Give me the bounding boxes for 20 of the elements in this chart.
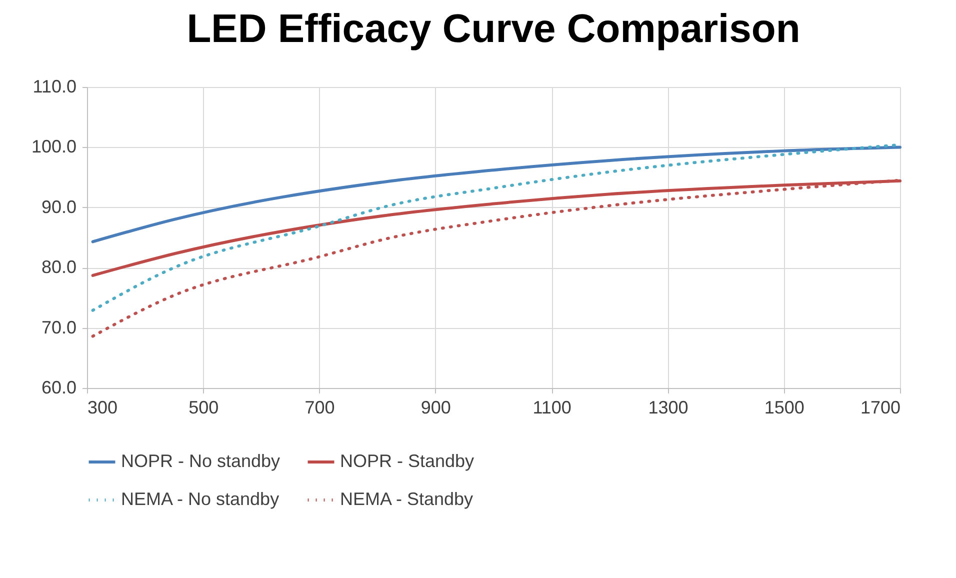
x-tick-label: 1300 bbox=[648, 398, 688, 418]
legend-label: NOPR - No standby bbox=[121, 451, 280, 471]
legend-label: NEMA - No standby bbox=[121, 489, 280, 509]
y-tick-label: 70.0 bbox=[41, 317, 76, 338]
x-tick-label: 1100 bbox=[532, 398, 572, 418]
x-tick-label: 1500 bbox=[764, 398, 804, 418]
y-tick-label: 90.0 bbox=[41, 196, 76, 217]
y-tick-label: 60.0 bbox=[41, 378, 76, 398]
y-tick-label: 80.0 bbox=[41, 257, 76, 278]
x-tick-label: 1700 bbox=[860, 398, 900, 418]
x-tick-label: 900 bbox=[420, 398, 451, 418]
y-tick-label: 110.0 bbox=[32, 76, 76, 96]
x-tick-label: 500 bbox=[188, 398, 219, 418]
x-tick-label: 700 bbox=[304, 398, 335, 418]
legend-label: NOPR - Standby bbox=[340, 451, 474, 471]
line-series bbox=[91, 146, 902, 244]
x-tick-label: 300 bbox=[88, 398, 118, 418]
chart-title: LED Efficacy Curve Comparison bbox=[186, 7, 800, 51]
y-tick-label: 100.0 bbox=[31, 136, 76, 157]
legend-label: NEMA - Standby bbox=[340, 489, 474, 509]
